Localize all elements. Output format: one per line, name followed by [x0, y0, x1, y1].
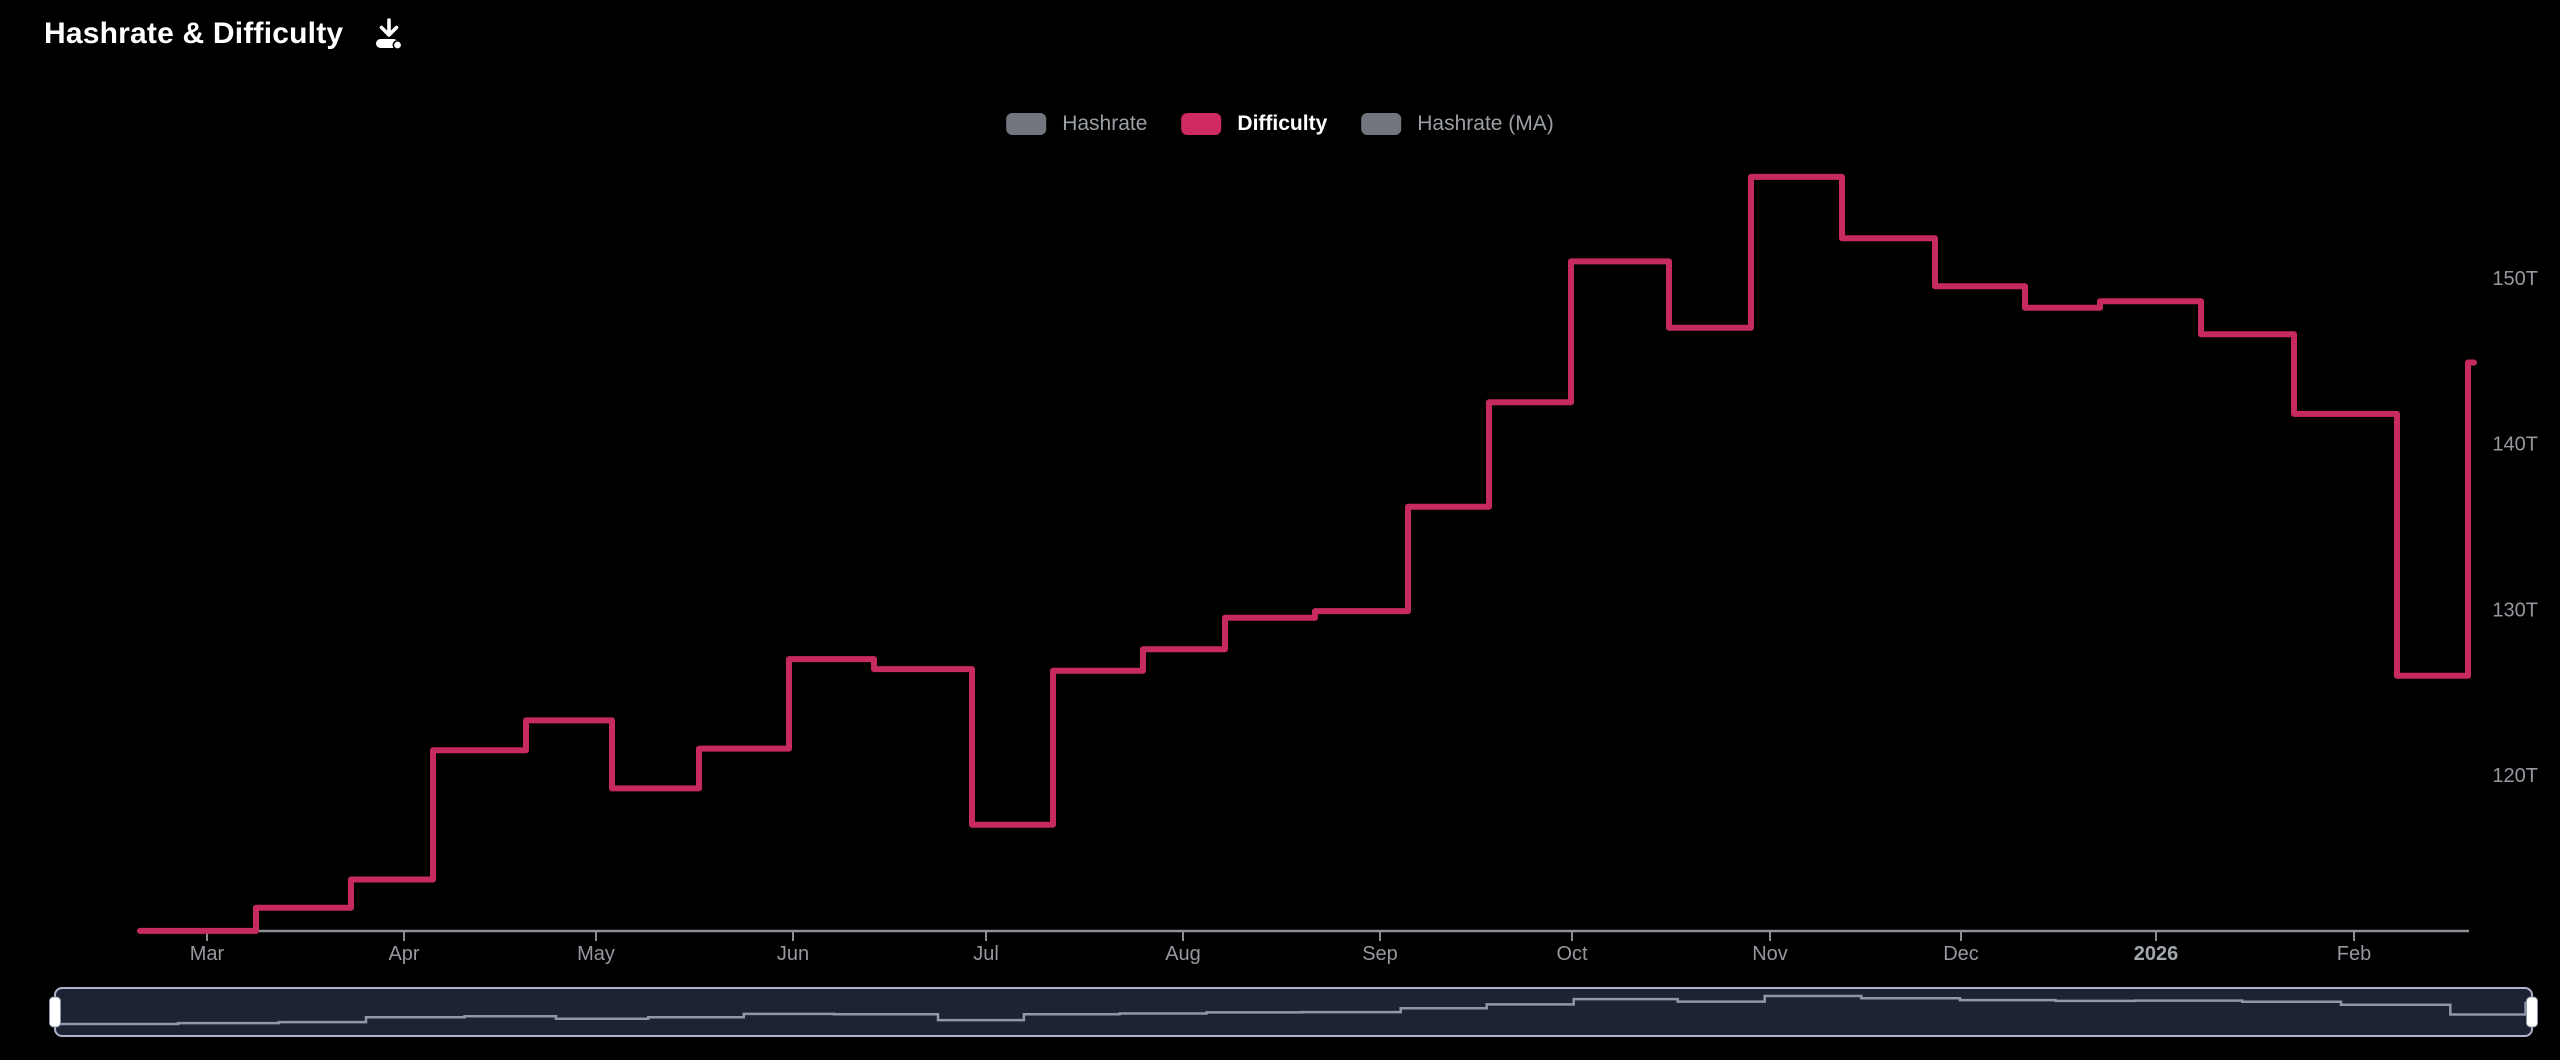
x-axis-label: Nov — [1752, 943, 1788, 965]
chart-legend: Hashrate Difficulty Hashrate (MA) — [1006, 112, 1554, 136]
legend-swatch — [1006, 113, 1047, 135]
y-axis-label: 150T — [2492, 268, 2538, 290]
page-title: Hashrate & Difficulty — [44, 17, 344, 50]
x-axis-label: Apr — [388, 943, 419, 965]
x-axis-label: Oct — [1556, 943, 1588, 965]
y-axis-label: 130T — [2492, 599, 2538, 621]
download-button[interactable] — [369, 14, 409, 54]
x-axis-label: Feb — [2337, 943, 2371, 965]
x-axis-label: Dec — [1943, 943, 1979, 965]
legend-item-hashrate-ma[interactable]: Hashrate (MA) — [1361, 112, 1554, 136]
x-axis-label: May — [577, 943, 615, 965]
legend-item-difficulty[interactable]: Difficulty — [1181, 112, 1327, 136]
legend-swatch — [1361, 113, 1402, 135]
x-axis-label: 2026 — [2134, 943, 2179, 965]
y-axis-label: 140T — [2492, 434, 2538, 456]
x-axis-label: Jul — [973, 943, 999, 965]
y-axis-label: 120T — [2492, 765, 2538, 787]
x-axis-label: Jun — [777, 943, 809, 965]
navigator-right-handle[interactable] — [2526, 996, 2538, 1028]
x-axis-label: Aug — [1165, 943, 1201, 965]
navigator-data-shadow — [55, 994, 2532, 1026]
difficulty-line[interactable] — [137, 173, 2477, 934]
legend-label: Hashrate (MA) — [1417, 112, 1554, 135]
chart-header: Hashrate & Difficulty — [44, 14, 409, 54]
legend-label: Hashrate — [1062, 112, 1148, 135]
legend-swatch — [1181, 113, 1222, 135]
navigator-left-handle[interactable] — [49, 996, 61, 1028]
legend-item-hashrate[interactable]: Hashrate — [1006, 112, 1147, 136]
x-axis-label: Mar — [190, 943, 225, 965]
legend-label: Difficulty — [1237, 112, 1328, 135]
x-axis-label: Sep — [1362, 943, 1398, 965]
download-icon — [370, 14, 408, 55]
